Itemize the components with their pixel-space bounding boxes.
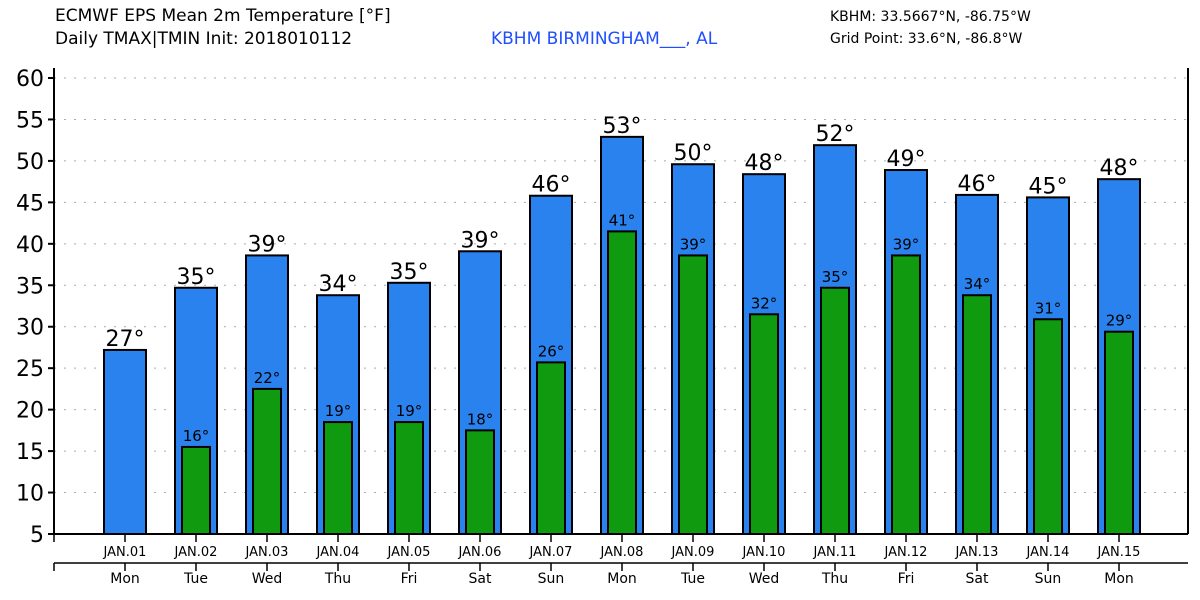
- tmax-label: 53°: [603, 114, 642, 139]
- tmax-label: 35°: [390, 260, 429, 285]
- tmax-label: 35°: [177, 265, 216, 290]
- tmax-label: 49°: [887, 147, 926, 172]
- tmin-label: 19°: [325, 402, 352, 420]
- x-date-label: JAN.04: [316, 545, 360, 560]
- x-weekday-label: Sun: [1035, 571, 1062, 587]
- tmin-bar: [962, 294, 992, 536]
- grid-point: Grid Point: 33.6°N, -86.8°W: [830, 31, 1023, 47]
- tmax-label: 45°: [1029, 174, 1068, 199]
- tmin-label: 18°: [467, 410, 494, 428]
- x-weekday-label: Sun: [538, 571, 565, 587]
- y-tick-label: 15: [16, 440, 44, 465]
- tmin-label: 29°: [1106, 312, 1133, 330]
- tmin-bar: [820, 286, 850, 536]
- tmax-bar: [103, 348, 147, 535]
- tmax-label: 48°: [1100, 156, 1139, 181]
- x-date-label: JAN.10: [742, 545, 786, 560]
- x-date-label: JAN.09: [671, 545, 715, 560]
- tmax-label: 50°: [674, 141, 713, 166]
- tmin-label: 19°: [396, 402, 423, 420]
- x-date-label: JAN.08: [600, 545, 644, 560]
- tmin-bar: [465, 429, 495, 536]
- tmin-bar: [678, 254, 708, 536]
- tmin-label: 39°: [893, 235, 920, 253]
- y-tick-label: 60: [16, 67, 44, 92]
- x-date-label: JAN.13: [955, 545, 999, 560]
- station-coords: KBHM: 33.5667°N, -86.75°W: [830, 9, 1031, 25]
- station-name: KBHM BIRMINGHAM___, AL: [491, 29, 718, 49]
- x-weekday-label: Sat: [469, 571, 492, 587]
- y-tick-label: 5: [30, 523, 44, 548]
- chart-title-line2: Daily TMAX|TMIN Init: 2018010112: [55, 29, 353, 49]
- tmin-label: 32°: [751, 294, 778, 312]
- tmin-bar: [323, 421, 353, 535]
- tmin-bar: [181, 445, 211, 536]
- y-tick-label: 45: [16, 191, 44, 216]
- x-weekday-label: Tue: [680, 571, 705, 587]
- tmin-label: 31°: [1035, 299, 1062, 317]
- tmin-label: 16°: [183, 427, 210, 445]
- y-tick-label: 55: [16, 108, 44, 133]
- tmin-bar: [1033, 318, 1063, 535]
- x-weekday-label: Thu: [821, 571, 848, 587]
- x-weekday-label: Thu: [324, 571, 351, 587]
- x-date-label: JAN.01: [103, 545, 147, 560]
- x-date-label: JAN.06: [458, 545, 502, 560]
- x-weekday-label: Fri: [898, 571, 915, 587]
- x-date-label: JAN.14: [1026, 545, 1070, 560]
- x-weekday-label: Fri: [401, 571, 418, 587]
- y-tick-label: 50: [16, 150, 44, 175]
- y-tick-label: 40: [16, 233, 44, 258]
- tmin-label: 39°: [680, 235, 707, 253]
- x-weekday-label: Mon: [110, 571, 140, 587]
- tmin-label: 26°: [538, 342, 565, 360]
- tmax-label: 46°: [958, 172, 997, 197]
- y-tick-label: 10: [16, 482, 44, 507]
- tmin-label: 41°: [609, 211, 636, 229]
- tmax-label: 27°: [106, 327, 145, 352]
- x-date-label: JAN.02: [174, 545, 218, 560]
- tmin-bar: [394, 421, 424, 535]
- tmin-bar: [252, 387, 282, 535]
- tmax-label: 48°: [745, 151, 784, 176]
- tmax-label: 52°: [816, 122, 855, 147]
- tmax-label: 46°: [532, 173, 571, 198]
- tmin-bar: [536, 361, 566, 535]
- x-date-label: JAN.07: [529, 545, 573, 560]
- tmin-bar: [891, 254, 921, 536]
- tmin-bar: [749, 313, 779, 536]
- tmin-bar: [607, 230, 637, 536]
- x-date-label: JAN.05: [387, 545, 431, 560]
- tmax-label: 39°: [461, 228, 500, 253]
- x-weekday-label: Mon: [1104, 571, 1134, 587]
- y-tick-label: 35: [16, 274, 44, 299]
- x-weekday-label: Tue: [183, 571, 208, 587]
- tmin-bar: [1104, 330, 1134, 535]
- x-weekday-label: Wed: [749, 571, 780, 587]
- x-date-label: JAN.03: [245, 545, 289, 560]
- tmin-label: 35°: [822, 268, 849, 286]
- tmin-label: 34°: [964, 275, 991, 293]
- tmax-label: 34°: [319, 272, 358, 297]
- y-tick-label: 30: [16, 316, 44, 341]
- tmin-label: 22°: [254, 369, 281, 387]
- x-weekday-label: Sat: [966, 571, 989, 587]
- x-date-label: JAN.11: [813, 545, 857, 560]
- chart-title-line1: ECMWF EPS Mean 2m Temperature [°F]: [55, 6, 391, 26]
- x-date-label: JAN.12: [884, 545, 928, 560]
- tmax-label: 39°: [248, 232, 287, 257]
- y-tick-label: 25: [16, 357, 44, 382]
- x-weekday-label: Wed: [252, 571, 283, 587]
- x-date-label: JAN.15: [1097, 545, 1141, 560]
- x-weekday-label: Mon: [607, 571, 637, 587]
- y-tick-label: 20: [16, 399, 44, 424]
